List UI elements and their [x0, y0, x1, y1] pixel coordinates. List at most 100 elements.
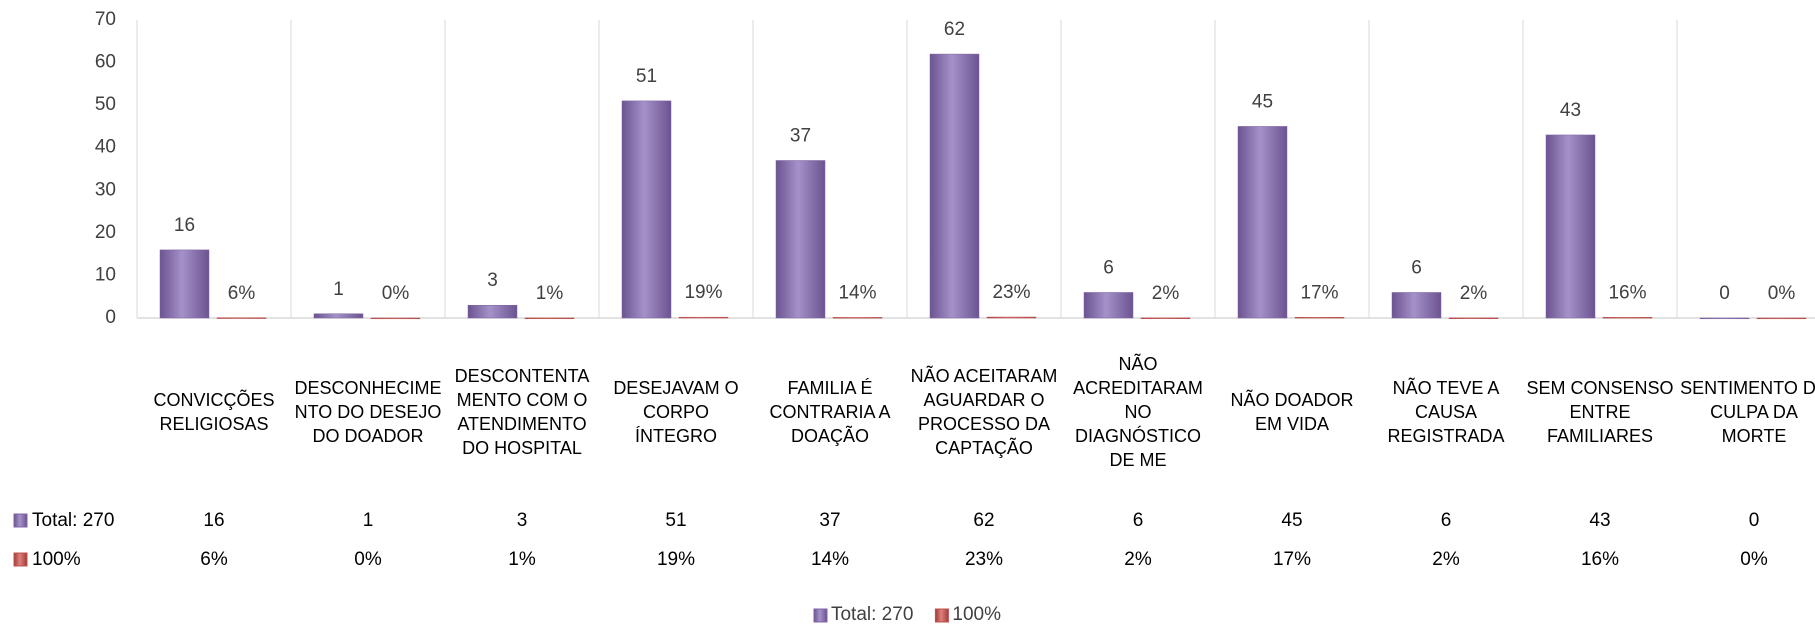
- y-tick-label: 40: [95, 137, 116, 158]
- category-box: NÃO ACREDITARAM NO DIAGNÓSTICO DE ME: [1073, 354, 1203, 470]
- bar: [1391, 292, 1442, 319]
- category-box: CONVICÇÕES RELIGIOSAS: [153, 390, 275, 434]
- x-tick-label: DESCONHECIMENTO DO DESEJO DO DOADOR: [294, 378, 442, 446]
- data-label: 51: [636, 66, 657, 87]
- table-cell: 37: [819, 510, 840, 531]
- table-cell: 6: [1441, 510, 1452, 531]
- data-label: 19%: [684, 282, 722, 303]
- table-cell: 0%: [1740, 549, 1768, 570]
- bar: [467, 304, 518, 319]
- table-cell: 45: [1281, 510, 1302, 531]
- bar: [678, 316, 729, 319]
- bar: [1294, 317, 1345, 319]
- bar: [929, 53, 980, 319]
- bar: [524, 317, 575, 320]
- legend: Total: 270 100%: [813, 604, 1001, 624]
- data-label: 1%: [536, 283, 564, 304]
- category-box: SEM CONSENSO ENTRE FAMILIARES: [1526, 378, 1674, 446]
- x-tick-label: NÃO ACEITARAM AGUARDAR O PROCESSO DA CAP…: [910, 366, 1058, 458]
- row-header: Total: 270: [32, 510, 114, 531]
- table-cell: 62: [973, 510, 994, 531]
- table-cell: 16: [203, 510, 224, 531]
- y-tick-label: 50: [95, 94, 116, 115]
- data-label: 16: [174, 215, 195, 236]
- y-tick-label: 10: [95, 264, 116, 285]
- bar: [986, 316, 1037, 319]
- y-tick-label: 70: [95, 9, 116, 30]
- table-cell: 6%: [200, 549, 228, 570]
- data-label: 14%: [838, 282, 876, 303]
- x-tick-label: NÃO TEVE A CAUSA REGISTRADA: [1387, 378, 1505, 446]
- category-box: DESCONTENTAMENTO COM O ATENDIMENTO DO HO…: [454, 366, 590, 458]
- data-label: 2%: [1152, 283, 1180, 304]
- table-cell: 0: [1749, 510, 1760, 531]
- bar: [1140, 317, 1191, 319]
- category-box: DESCONHECIMENTO DO DESEJO DO DOADOR: [294, 378, 442, 446]
- table-cell: 14%: [811, 549, 849, 570]
- x-tick-label: SEM CONSENSO ENTRE FAMILIARES: [1526, 378, 1674, 446]
- table-cell: 51: [665, 510, 686, 531]
- table-cell: 3: [517, 510, 528, 531]
- bar: [1545, 134, 1596, 319]
- data-label: 16%: [1608, 282, 1646, 303]
- data-label: 45: [1252, 91, 1273, 112]
- category-box: FAMILIA É CONTRARIA A DOAÇÃO: [769, 378, 891, 446]
- bar: [1756, 317, 1807, 320]
- data-label: 17%: [1300, 282, 1338, 303]
- x-tick-label: NÃO DOADOR EM VIDA: [1230, 390, 1354, 434]
- x-tick-label: CONVICÇÕES RELIGIOSAS: [153, 390, 275, 434]
- bar: [1083, 292, 1134, 319]
- table-cell: 19%: [657, 549, 695, 570]
- y-tick-label: 30: [95, 179, 116, 200]
- data-label: 62: [944, 19, 965, 40]
- table-cell: 43: [1589, 510, 1610, 531]
- table-cell: 17%: [1273, 549, 1311, 570]
- data-label: 0%: [1768, 283, 1796, 304]
- data-label: 6%: [228, 283, 256, 304]
- bar: [216, 317, 267, 319]
- x-tick-label: FAMILIA É CONTRARIA A DOAÇÃO: [769, 378, 891, 446]
- table-cell: 0%: [354, 549, 382, 570]
- table-cell: 2%: [1432, 549, 1460, 570]
- bar: [1602, 317, 1653, 319]
- legend-key: [813, 608, 828, 623]
- table-cell: 1: [363, 510, 374, 531]
- y-tick-label: 20: [95, 222, 116, 243]
- legend-label: Total: 270: [831, 604, 913, 624]
- data-label: 0%: [382, 283, 410, 304]
- y-tick-label: 0: [105, 307, 116, 328]
- data-label: 3: [487, 270, 498, 291]
- bar: [832, 317, 883, 319]
- bar: [159, 249, 210, 319]
- x-tick-label: DESCONTENTAMENTO COM O ATENDIMENTO DO HO…: [454, 366, 590, 458]
- bar: [370, 317, 421, 320]
- bar: [1448, 317, 1499, 319]
- bar: [775, 160, 826, 319]
- data-label: 1: [333, 279, 344, 300]
- x-tick-label: NÃO ACREDITARAM NO DIAGNÓSTICO DE ME: [1073, 354, 1203, 470]
- data-label: 0: [1719, 283, 1730, 304]
- table-cell: 2%: [1124, 549, 1152, 570]
- category-box: NÃO ACEITARAM AGUARDAR O PROCESSO DA CAP…: [910, 366, 1058, 458]
- x-tick-label: DESEJAVAM O CORPO ÍNTEGRO: [613, 378, 739, 446]
- legend-key: [13, 552, 28, 567]
- bar: [313, 313, 364, 319]
- bar: [1237, 126, 1288, 319]
- table-cell: 16%: [1581, 549, 1619, 570]
- category-box: SENTIMENTO DE CULPA DA MORTE: [1680, 378, 1815, 446]
- category-box: DESEJAVAM O CORPO ÍNTEGRO: [613, 378, 739, 446]
- legend-label: 100%: [952, 604, 1001, 624]
- category-box: NÃO TEVE A CAUSA REGISTRADA: [1387, 378, 1505, 446]
- legend-key: [13, 513, 28, 528]
- y-tick-label: 60: [95, 52, 116, 73]
- data-label: 43: [1560, 100, 1581, 121]
- x-tick-label: SENTIMENTO DE CULPA DA MORTE: [1680, 378, 1815, 446]
- table-cell: 23%: [965, 549, 1003, 570]
- data-label: 6: [1411, 257, 1422, 278]
- table-cell: 1%: [508, 549, 536, 570]
- category-box: NÃO DOADOR EM VIDA: [1230, 390, 1354, 434]
- row-header: 100%: [32, 549, 81, 570]
- data-label: 2%: [1460, 283, 1488, 304]
- data-label: 6: [1103, 257, 1114, 278]
